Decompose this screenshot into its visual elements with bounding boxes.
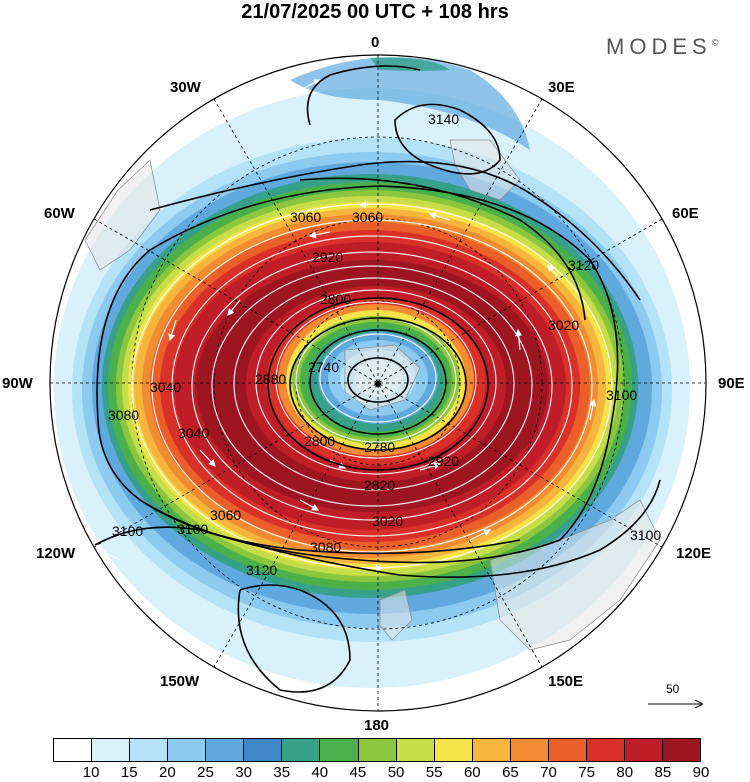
lon-label-90w: 90W [2,375,33,392]
colorbar-swatch [244,739,283,761]
colorbar-ticks: 10 15 20 25 30 35 40 45 50 55 60 65 70 75 80 85 90 [0,764,750,782]
south-pole-marker [375,381,381,387]
colorbar-tick-label: 55 [425,764,443,781]
colorbar-tick-label: 40 [311,764,329,781]
colorbar-swatch [92,739,131,761]
colorbar-swatch [358,739,397,761]
contour-label: 2800 [304,433,335,449]
wind-arrowheads [98,79,597,572]
colorbar-tick-label: 90 [692,764,710,781]
colorbar-swatch [663,739,701,761]
lon-label-150w: 150W [160,673,200,690]
contour-labels: 3140 3120 3120 3100 3100 3100 3100 3080 … [108,111,661,578]
colorbar-tick-label: 25 [197,764,214,781]
colorbar-swatch [548,739,587,761]
colorbar-swatch [624,739,663,761]
lon-label-120e: 120E [676,545,712,562]
colorbar-swatch [434,739,473,761]
contour-label: 3100 [112,523,143,539]
contour-label: 2820 [364,477,395,493]
colorbar-swatch [472,739,511,761]
contour-label: 2880 [255,371,286,387]
colorbar-swatch [396,739,435,761]
colorbar-swatch [206,739,245,761]
lon-label-60e: 60E [672,205,699,222]
contour-label: 3040 [178,425,209,441]
colorbar-tick-label: 35 [273,764,291,781]
colorbar [53,738,701,762]
colorbar-swatch [320,739,359,761]
colorbar-swatch [282,739,321,761]
colorbar-tick-label: 30 [235,764,252,781]
contour-label: 3140 [428,111,459,127]
lon-label-30w: 30W [170,79,201,96]
contour-label: 3100 [606,387,637,403]
contour-label: 2920 [312,249,343,265]
colorbar-tick-label: 60 [463,764,481,781]
contour-label: 3020 [372,513,403,529]
lon-label-150e: 150E [548,673,584,690]
colorbar-swatch [586,739,625,761]
colorbar-tick-label: 10 [82,764,100,781]
colorbar-tick-label: 75 [578,764,595,781]
contour-label: 3060 [290,209,321,225]
colorbar-swatch [510,739,549,761]
colorbar-tick-label: 50 [387,764,405,781]
map-boundary [49,54,707,712]
colorbar-tick-label: 15 [120,764,138,781]
colorbar-tick-label: 80 [616,764,634,781]
contour-label: 3060 [210,507,241,523]
contour-label: 3060 [352,209,383,225]
colorbar-tick-label: 70 [540,764,557,781]
reference-vector-arrow [648,682,706,722]
lon-label-60w: 60W [44,205,75,222]
map-title: 21/07/2025 00 UTC + 108 hrs [241,1,509,23]
lon-label-30e: 30E [548,79,575,96]
colorbar-tick-label: 45 [349,764,367,781]
contour-label: 3080 [310,539,341,555]
colorbar-swatch [130,739,169,761]
lon-label-0: 0 [371,34,380,51]
colorbar-swatch [168,739,207,761]
contour-label: 2920 [428,453,459,469]
contour-label: 3100 [630,527,661,543]
contour-label: 2800 [320,291,351,307]
lon-label-180: 180 [364,717,390,734]
contour-label: 3020 [548,317,579,333]
contour-label: 3080 [108,407,139,423]
lon-label-90e: 90E [718,375,745,392]
brand-logo: MODES© [606,34,719,59]
lon-label-120w: 120W [36,545,76,562]
contour-label: 2740 [308,359,339,375]
contour-label: 3100 [177,521,208,537]
colorbar-tick-label: 65 [502,764,519,781]
contour-label: 3120 [246,562,277,578]
colorbar-tick-label: 20 [159,764,176,781]
contour-label: 2780 [364,439,395,455]
colorbar-tick-label: 85 [654,764,672,781]
south-america-land [84,159,161,271]
contour-label: 3040 [150,379,181,395]
height-contours [94,65,661,693]
colorbar-swatch [54,739,93,761]
graticule [50,55,706,711]
reference-vector-label: 50 [666,682,680,696]
contour-label: 3120 [568,257,599,273]
